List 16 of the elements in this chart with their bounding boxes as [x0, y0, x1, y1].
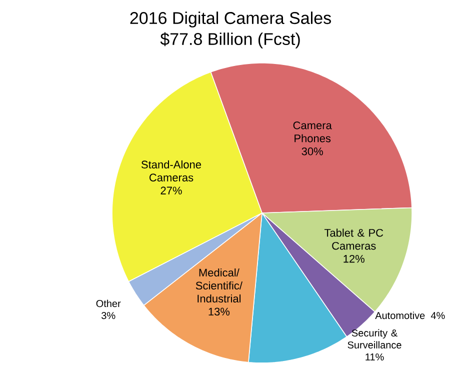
data-label: 11% [366, 353, 384, 361]
slice-label: Tablet & PC Cameras [324, 228, 384, 250]
slice-label: Automotive [375, 312, 425, 320]
slice-label: Medical/ Scientific/ Industrial [196, 268, 242, 303]
slice-label: Stand-Alone Cameras [141, 160, 202, 182]
data-label: 30% [302, 148, 323, 156]
data-label: 3% [102, 312, 116, 320]
data-label: 12% [344, 254, 364, 263]
slice-label: Other [96, 300, 121, 308]
chart-subtitle: $77.8 Billion (Fcst) [160, 32, 300, 48]
slice-label: Camera Phones [293, 122, 332, 142]
data-label: 27% [160, 186, 182, 194]
slice-label: Security & Surveillance [348, 329, 402, 349]
chart-title: 2016 Digital Camera Sales [130, 12, 331, 28]
data-label: 13% [208, 308, 230, 316]
data-label: 4% [430, 312, 445, 320]
